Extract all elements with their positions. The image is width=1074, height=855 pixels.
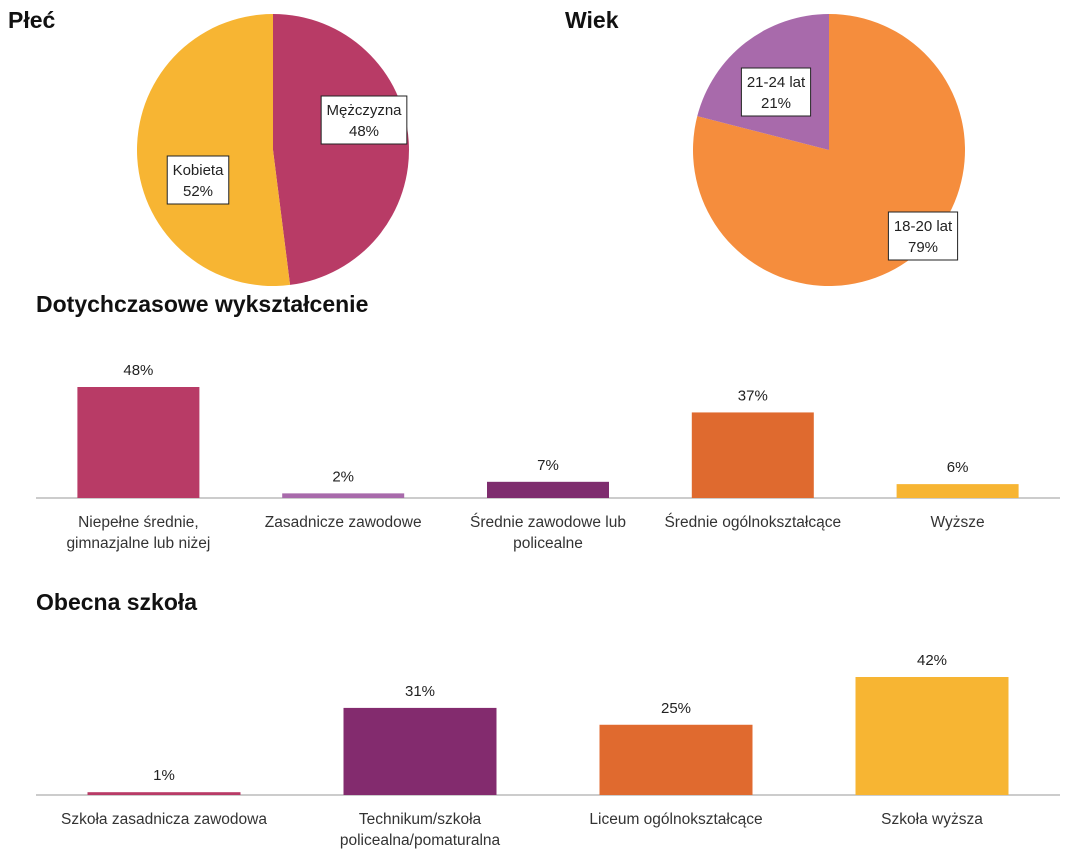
slice-label: Kobieta	[173, 162, 225, 179]
label-box	[740, 67, 812, 117]
bar-value-label: 7%	[537, 457, 559, 474]
bar-value-label: 6%	[947, 459, 969, 476]
category-label: Średnie zawodowe lub policealne	[470, 514, 626, 552]
pie-slice	[137, 14, 291, 286]
category-label-box: Liceum ogólnokształcące	[589, 811, 763, 828]
bar-value-label: 31%	[405, 683, 435, 700]
category-label-box: Zasadnicze zawodowe	[264, 514, 422, 531]
category-label-box: Średnie zawodowe lub policealne	[470, 514, 626, 552]
chart-title: Obecna szkoła	[36, 589, 197, 615]
bar	[87, 792, 241, 795]
slice-label: 18-20 lat	[894, 218, 953, 235]
slice-value-label: 52%	[183, 183, 213, 200]
category-label: Średnie ogólnokształcące	[664, 514, 842, 531]
bar-value-label: 48%	[123, 362, 153, 379]
bar-value-label: 25%	[661, 700, 691, 717]
bar	[487, 481, 609, 498]
bar	[343, 707, 497, 795]
chart-title: Płeć	[8, 7, 56, 33]
bar	[855, 677, 1009, 795]
category-label: Zasadnicze zawodowe	[264, 514, 422, 531]
chart-title: Dotychczasowe wykształcenie	[36, 291, 368, 317]
category-label-box: Średnie ogólnokształcące	[664, 514, 842, 531]
bar	[599, 724, 753, 795]
category-label: Wyższe	[930, 514, 985, 531]
category-label-box: Wyższe	[930, 514, 985, 531]
category-label-box: Technikum/szkoła policealna/pomaturalna	[339, 811, 501, 849]
label-box	[887, 211, 959, 261]
bar	[77, 387, 200, 498]
pie-slice	[273, 14, 410, 285]
category-label-box: Szkoła zasadnicza zawodowa	[61, 811, 267, 828]
category-label: Liceum ogólnokształcące	[589, 811, 763, 828]
category-label: Niepełne średnie, gimnazjalne lub niżej	[66, 514, 211, 552]
slice-label: Mężczyzna	[326, 102, 402, 119]
label-box	[320, 95, 408, 145]
category-label: Szkoła wyższa	[881, 811, 983, 828]
bar-value-label: 2%	[332, 468, 354, 485]
bar-value-label: 37%	[738, 387, 768, 404]
bar	[691, 412, 814, 498]
category-label-box: Szkoła wyższa	[881, 811, 983, 828]
slice-value-label: 21%	[761, 95, 791, 112]
bar	[896, 484, 1019, 498]
slice-value-label: 48%	[349, 123, 379, 140]
slice-value-label: 79%	[908, 239, 938, 256]
slice-label: 21-24 lat	[747, 74, 806, 91]
chart-title: Wiek	[565, 7, 619, 33]
bar	[282, 493, 405, 498]
bar-value-label: 42%	[917, 652, 947, 669]
category-label: Technikum/szkoła policealna/pomaturalna	[339, 811, 501, 849]
category-label: Szkoła zasadnicza zawodowa	[61, 811, 267, 828]
bar-value-label: 1%	[153, 767, 175, 784]
category-label-box: Niepełne średnie, gimnazjalne lub niżej	[66, 514, 211, 552]
label-box	[166, 155, 230, 205]
